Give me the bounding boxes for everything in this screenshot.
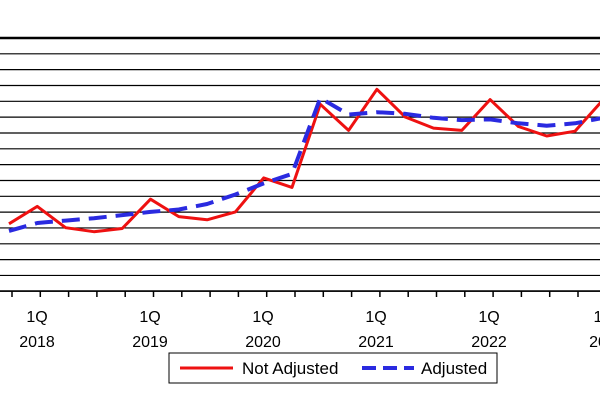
x-tick-label-quarter: 1 (594, 309, 600, 326)
x-tick-label-year: 20 (589, 334, 600, 351)
x-tick-label-year: 2020 (245, 334, 281, 351)
x-tick-label-quarter: 1Q (478, 309, 499, 326)
x-axis (0, 290, 600, 297)
series-layer (8, 87, 600, 234)
x-tick-labels: 1Q 2018 1Q 2019 1Q 2020 1Q 2021 1Q 2022 1 20 (19, 309, 600, 351)
x-tick-label-quarter: 1Q (26, 309, 47, 326)
x-tick-label-year: 2019 (132, 334, 168, 351)
series-line-adjusted (8, 96, 600, 233)
legend-label-not-adjusted: Not Adjusted (242, 359, 338, 378)
x-tick-label-year: 2022 (471, 334, 507, 351)
x-tick-label-year: 2021 (358, 334, 394, 351)
legend: Not Adjusted Adjusted (168, 352, 498, 384)
series-line-not-adjusted (8, 87, 600, 234)
x-tick-label-year: 2018 (19, 334, 55, 351)
legend-label-adjusted: Adjusted (421, 359, 487, 378)
x-tick-label-quarter: 1Q (139, 309, 160, 326)
x-tick-label-quarter: 1Q (365, 309, 386, 326)
x-tick-label-quarter: 1Q (252, 309, 273, 326)
